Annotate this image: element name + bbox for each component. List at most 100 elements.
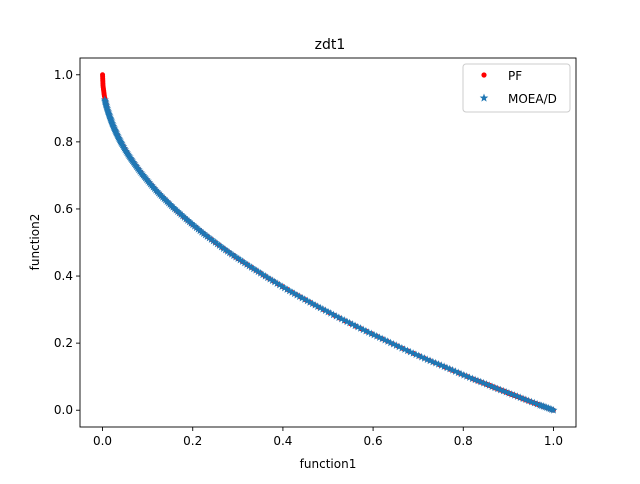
- moead-point: [201, 230, 210, 239]
- legend: PF MOEA/D: [462, 63, 571, 113]
- moead-point: [238, 257, 247, 265]
- moead-point: [326, 309, 335, 317]
- moead-point: [527, 397, 536, 406]
- y-axis-label: function2: [28, 214, 42, 271]
- moead-point: [380, 335, 389, 344]
- moead-point: [420, 354, 429, 362]
- moead-point: [351, 321, 360, 330]
- moead-point: [471, 375, 480, 384]
- moead-point: [167, 201, 176, 210]
- moead-point: [313, 302, 322, 310]
- moead-point: [516, 393, 525, 401]
- moead-point: [263, 273, 272, 282]
- moead-point: [507, 390, 516, 398]
- y-tick-label: 0.2: [54, 336, 73, 350]
- moead-point: [395, 342, 404, 351]
- moead-point: [423, 355, 432, 363]
- moead-point: [188, 220, 197, 229]
- moead-point: [154, 188, 163, 197]
- moead-point: [400, 345, 409, 353]
- moead-point: [185, 217, 194, 226]
- moead-point: [403, 346, 412, 355]
- moead-point: [236, 255, 245, 264]
- moead-point: [258, 270, 267, 279]
- moead-point: [120, 144, 129, 152]
- moead-point: [195, 226, 204, 235]
- moead-point: [414, 351, 423, 360]
- moead-point: [240, 258, 249, 267]
- moead-point: [140, 172, 149, 181]
- moead-point: [207, 235, 216, 243]
- moead-point: [131, 161, 140, 169]
- moead-point: [130, 159, 139, 168]
- moead-point: [132, 162, 141, 171]
- moead-point: [324, 307, 332, 316]
- moead-point: [437, 361, 446, 369]
- moead-point: [245, 261, 254, 270]
- moead-point: [426, 356, 435, 365]
- x-axis-label: function1: [300, 457, 357, 471]
- moead-point: [117, 139, 126, 147]
- moead-point: [392, 341, 401, 349]
- moead-point: [417, 352, 426, 361]
- moead-point: [342, 317, 351, 326]
- legend-box: [462, 63, 571, 113]
- moead-point: [442, 363, 451, 372]
- moead-point: [499, 386, 508, 395]
- moead-point: [143, 176, 152, 185]
- y-tick-label: 1.0: [54, 68, 73, 82]
- moead-point: [203, 232, 212, 240]
- moead-point: [211, 238, 220, 246]
- moead-point: [428, 357, 437, 366]
- moead-point: [227, 250, 236, 258]
- moead-point: [138, 169, 146, 178]
- moead-point: [209, 236, 218, 245]
- moead-point: [459, 370, 468, 379]
- moead-point: [533, 399, 542, 408]
- moead-point: [372, 332, 381, 340]
- moead-point: [445, 364, 454, 373]
- moead-point: [378, 334, 387, 343]
- moead-point: [175, 208, 184, 217]
- moead-point: [386, 338, 395, 347]
- moead-point: [270, 277, 279, 286]
- moead-point: [454, 368, 463, 377]
- moead-point: [199, 229, 208, 238]
- moead-point: [530, 398, 539, 407]
- moead-point: [361, 326, 370, 335]
- moead-point: [183, 216, 192, 224]
- moead-point: [340, 316, 349, 324]
- moead-point: [221, 245, 230, 254]
- moead-point: [146, 179, 155, 188]
- moead-point: [457, 369, 466, 378]
- moead-point: [278, 282, 286, 290]
- moead-point: [256, 268, 265, 277]
- moead-point: [275, 280, 284, 289]
- moead-point: [502, 387, 511, 396]
- moead-point: [479, 378, 488, 387]
- moead-point: [141, 173, 150, 182]
- moead-point: [493, 384, 502, 393]
- moead-point: [190, 222, 199, 230]
- moead-point: [178, 211, 187, 220]
- moead-point: [485, 381, 494, 389]
- moead-point: [194, 225, 203, 233]
- moead-point: [155, 190, 164, 198]
- x-tick-label: 0.8: [454, 434, 473, 448]
- x-axis-ticks: 0.0 0.2 0.4 0.6 0.8 1.0: [93, 427, 563, 448]
- moead-point: [353, 322, 362, 331]
- moead-point: [468, 374, 477, 383]
- moead-point: [308, 299, 317, 308]
- moead-point: [448, 366, 457, 374]
- moead-point: [158, 193, 167, 201]
- moead-point: [129, 158, 138, 166]
- moead-point: [305, 298, 314, 306]
- moead-point: [128, 156, 137, 165]
- moead-point: [249, 264, 258, 273]
- moead-point: [136, 168, 145, 177]
- moead-point: [180, 213, 189, 221]
- moead-point: [197, 227, 206, 236]
- moead-point: [311, 300, 320, 309]
- moead-point: [139, 171, 148, 179]
